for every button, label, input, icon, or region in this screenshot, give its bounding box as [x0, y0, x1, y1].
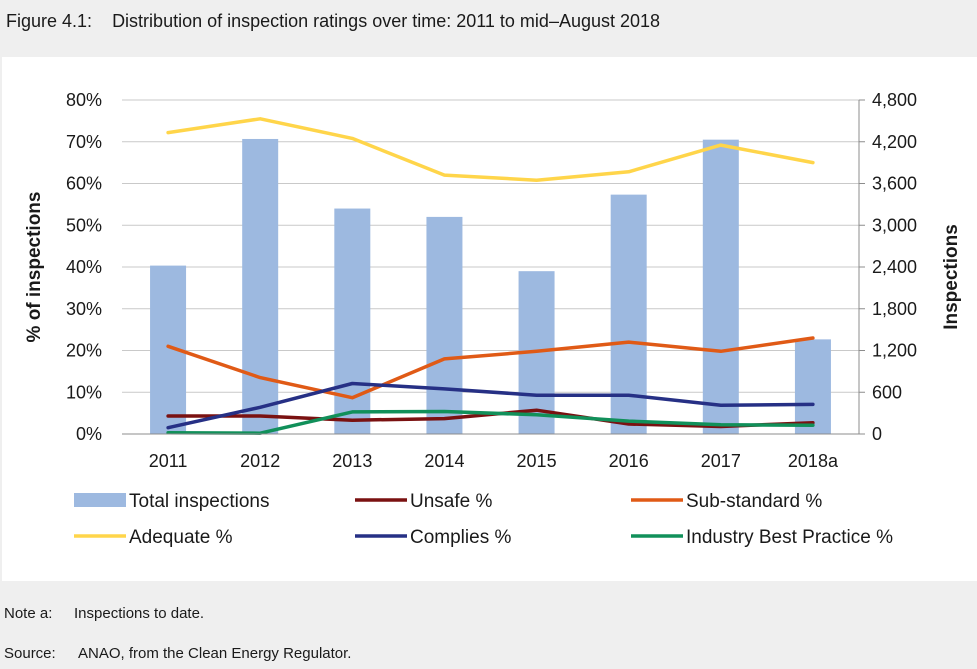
right-axis-tick-label: 2,400	[872, 257, 917, 277]
left-axis-tick-label: 0%	[76, 424, 102, 444]
legend-label: Total inspections	[129, 491, 269, 512]
right-axis-tick-label: 4,200	[872, 132, 917, 152]
x-axis-tick-label: 2014	[424, 451, 464, 471]
x-axis-tick-label: 2017	[701, 451, 741, 471]
right-axis-title: Inspections	[941, 224, 962, 330]
x-axis-tick-label: 2018a	[788, 451, 839, 471]
figure-title: Figure 4.1: Distribution of inspection r…	[6, 11, 660, 32]
left-axis-tick-label: 60%	[66, 174, 102, 194]
chart-panel: 0% 0 10% 600 20% 1,200 30% 1,800 40% 2,400 50% 3,00…	[2, 57, 977, 581]
note-text: Inspections to date.	[74, 605, 205, 622]
x-axis-tick-label: 2012	[240, 451, 280, 471]
x-axis-tick-label: 2013	[332, 451, 372, 471]
bar-total-inspections	[702, 139, 739, 434]
figure-label: Figure 4.1:	[6, 11, 93, 31]
bar-total-inspections	[426, 216, 463, 434]
line-complies	[166, 381, 815, 430]
legend-label: Unsafe %	[410, 491, 492, 512]
legend-label: Sub-standard %	[686, 491, 822, 512]
bars-series	[150, 138, 831, 434]
note-label: Note a:	[4, 605, 53, 622]
left-axis-tick-label: 10%	[66, 382, 102, 402]
axes: 0% 0 10% 600 20% 1,200 30% 1,800 40% 2,400 50% 3,00…	[24, 90, 962, 471]
right-axis-tick-label: 3,600	[872, 174, 917, 194]
x-axis-tick-label: 2015	[517, 451, 557, 471]
legend-label: Industry Best Practice %	[686, 527, 893, 548]
left-axis-title: % of inspections	[24, 192, 45, 343]
right-axis-tick-label: 0	[872, 424, 882, 444]
left-axis-tick-label: 20%	[66, 341, 102, 361]
x-axis-tick-label: 2016	[609, 451, 649, 471]
left-axis-tick-label: 80%	[66, 90, 102, 110]
line-sub-standard	[166, 336, 815, 400]
right-axis-tick-label: 3,000	[872, 215, 917, 235]
legend-label: Adequate %	[129, 527, 233, 548]
left-axis-tick-label: 50%	[66, 215, 102, 235]
line-adequate	[166, 117, 815, 182]
chart-svg: 0% 0 10% 600 20% 1,200 30% 1,800 40% 2,400 50% 3,00…	[24, 90, 962, 548]
x-axis-tick-label: 2011	[149, 451, 188, 471]
figure-caption: Distribution of inspection ratings over …	[112, 11, 661, 31]
line-industry-best-practice	[166, 409, 815, 435]
note-a: Note a: Inspections to date.	[4, 605, 204, 622]
source-label: Source:	[4, 645, 56, 662]
legend: Total inspections Unsafe % Sub-standard % A…	[74, 491, 893, 548]
legend-swatch-bar	[74, 493, 126, 507]
right-axis-tick-label: 4,800	[872, 90, 917, 110]
right-axis-tick-label: 1,800	[872, 299, 917, 319]
source-note: Source: ANAO, from the Clean Energy Regul…	[4, 645, 351, 662]
left-axis-tick-label: 40%	[66, 257, 102, 277]
bar-total-inspections	[334, 208, 371, 434]
bar-total-inspections	[242, 138, 279, 434]
bar-total-inspections	[794, 339, 831, 434]
right-axis-tick-label: 600	[872, 382, 902, 402]
left-axis-tick-label: 30%	[66, 299, 102, 319]
source-text: ANAO, from the Clean Energy Regulator.	[78, 645, 352, 662]
right-axis-tick-label: 1,200	[872, 341, 917, 361]
line-series	[166, 117, 815, 435]
legend-label: Complies %	[410, 527, 511, 548]
left-axis-tick-label: 70%	[66, 132, 102, 152]
